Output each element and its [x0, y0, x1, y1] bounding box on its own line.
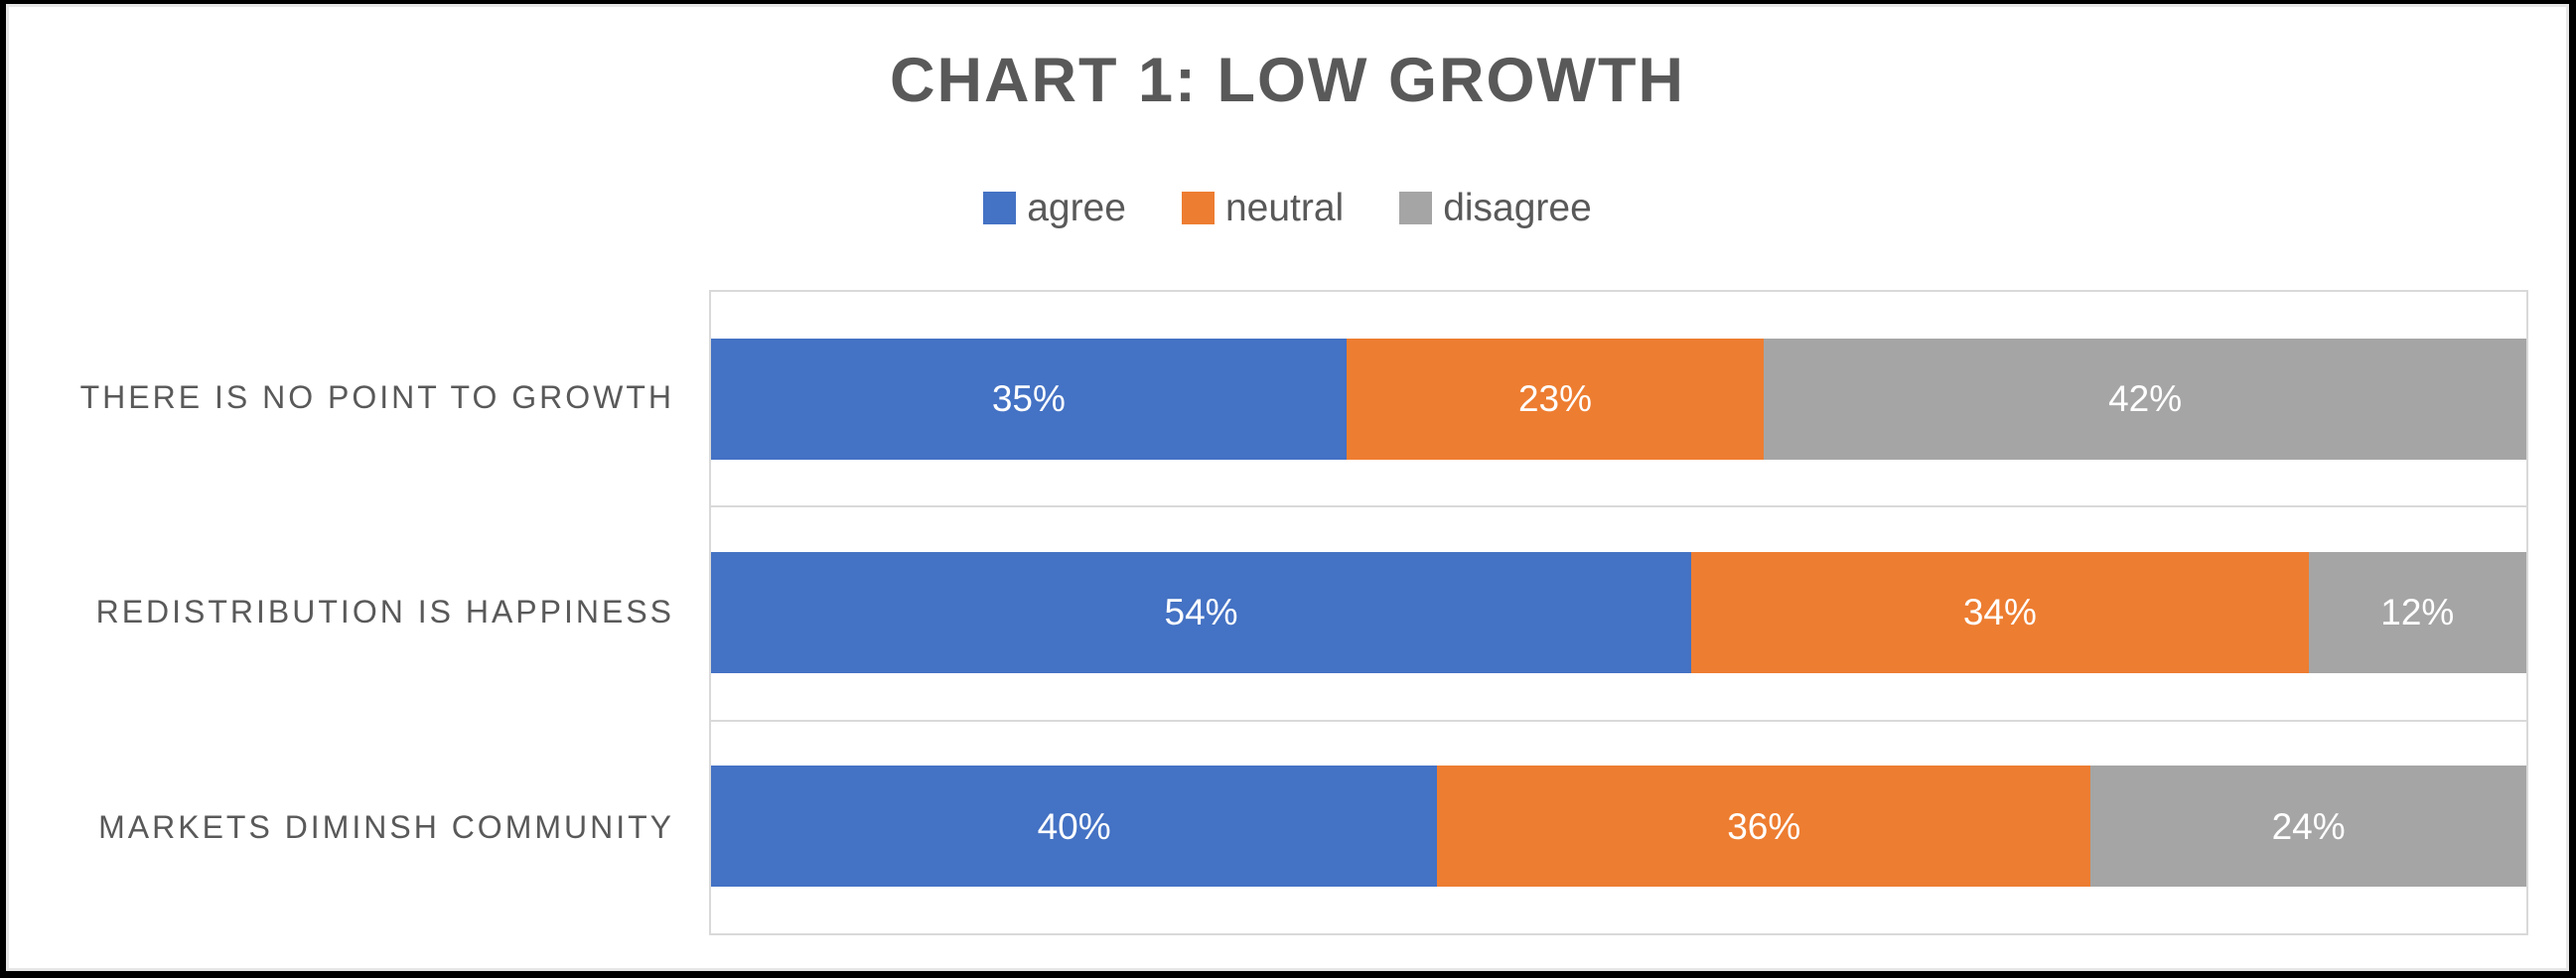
bar-segment-neutral: 36% [1437, 766, 2091, 888]
chart-legend: agree neutral disagree [9, 189, 2566, 227]
legend-swatch-disagree-icon [1399, 192, 1433, 224]
bar-segment-neutral: 23% [1346, 338, 1765, 460]
legend-label-agree: agree [1027, 187, 1126, 229]
category-label-text: REDISTRIBUTION IS HAPPINESS [95, 594, 674, 630]
category-gridline [711, 719, 2526, 722]
legend-item-agree: agree [983, 189, 1126, 227]
legend-item-neutral: neutral [1181, 187, 1345, 229]
legend-swatch-neutral-icon [1181, 192, 1215, 224]
chart-stage: CHART 1: LOW GROWTH agree neutral disagr… [9, 7, 2566, 968]
plot-area: 35% 23% 42% 54% [709, 290, 2528, 935]
data-label: 34% [1962, 592, 2037, 633]
legend-swatch-agree-icon [983, 192, 1017, 224]
bar-segment-agree: 35% [711, 338, 1347, 460]
bar-segment-disagree: 12% [2308, 551, 2526, 673]
bar-row-3: 40% 36% 24% [711, 720, 2526, 933]
data-label: 54% [1164, 592, 1238, 633]
data-label: 42% [2108, 378, 2183, 420]
bar-row-1: 35% 23% 42% [711, 292, 2526, 505]
category-label-row-3: MARKETS DIMINSH COMMUNITY [19, 720, 674, 935]
chart-title: CHART 1: LOW GROWTH [890, 46, 1685, 115]
category-label-row-1: THERE IS NO POINT TO GROWTH [19, 290, 674, 505]
data-label: 36% [1727, 805, 1801, 847]
bar-segment-neutral: 34% [1691, 551, 2309, 673]
category-label-text: THERE IS NO POINT TO GROWTH [79, 378, 674, 415]
data-label: 24% [2271, 805, 2346, 847]
legend-label-neutral: neutral [1224, 187, 1345, 229]
bar-segment-agree: 54% [711, 551, 1692, 673]
stacked-bar: 40% 36% 24% [711, 766, 2526, 888]
category-gridline [711, 505, 2526, 508]
chart-card: CHART 1: LOW GROWTH agree neutral disagr… [6, 4, 2569, 971]
legend-label-disagree: disagree [1443, 187, 1592, 229]
bar-segment-disagree: 42% [1764, 338, 2526, 460]
category-axis: THERE IS NO POINT TO GROWTH REDISTRIBUTI… [19, 290, 674, 935]
data-label: 12% [2380, 592, 2455, 633]
data-label: 23% [1517, 378, 1593, 420]
stacked-bar: 35% 23% 42% [711, 338, 2526, 460]
bar-segment-agree: 40% [711, 766, 1438, 888]
data-label: 35% [991, 378, 1066, 420]
stacked-bar: 54% 34% 12% [711, 551, 2526, 673]
legend-item-disagree: disagree [1399, 189, 1592, 227]
data-label: 40% [1037, 805, 1111, 847]
category-label-text: MARKETS DIMINSH COMMUNITY [98, 809, 674, 846]
bar-segment-disagree: 24% [2090, 766, 2526, 888]
bar-row-2: 54% 34% 12% [711, 505, 2526, 719]
category-label-row-2: REDISTRIBUTION IS HAPPINESS [19, 505, 674, 721]
